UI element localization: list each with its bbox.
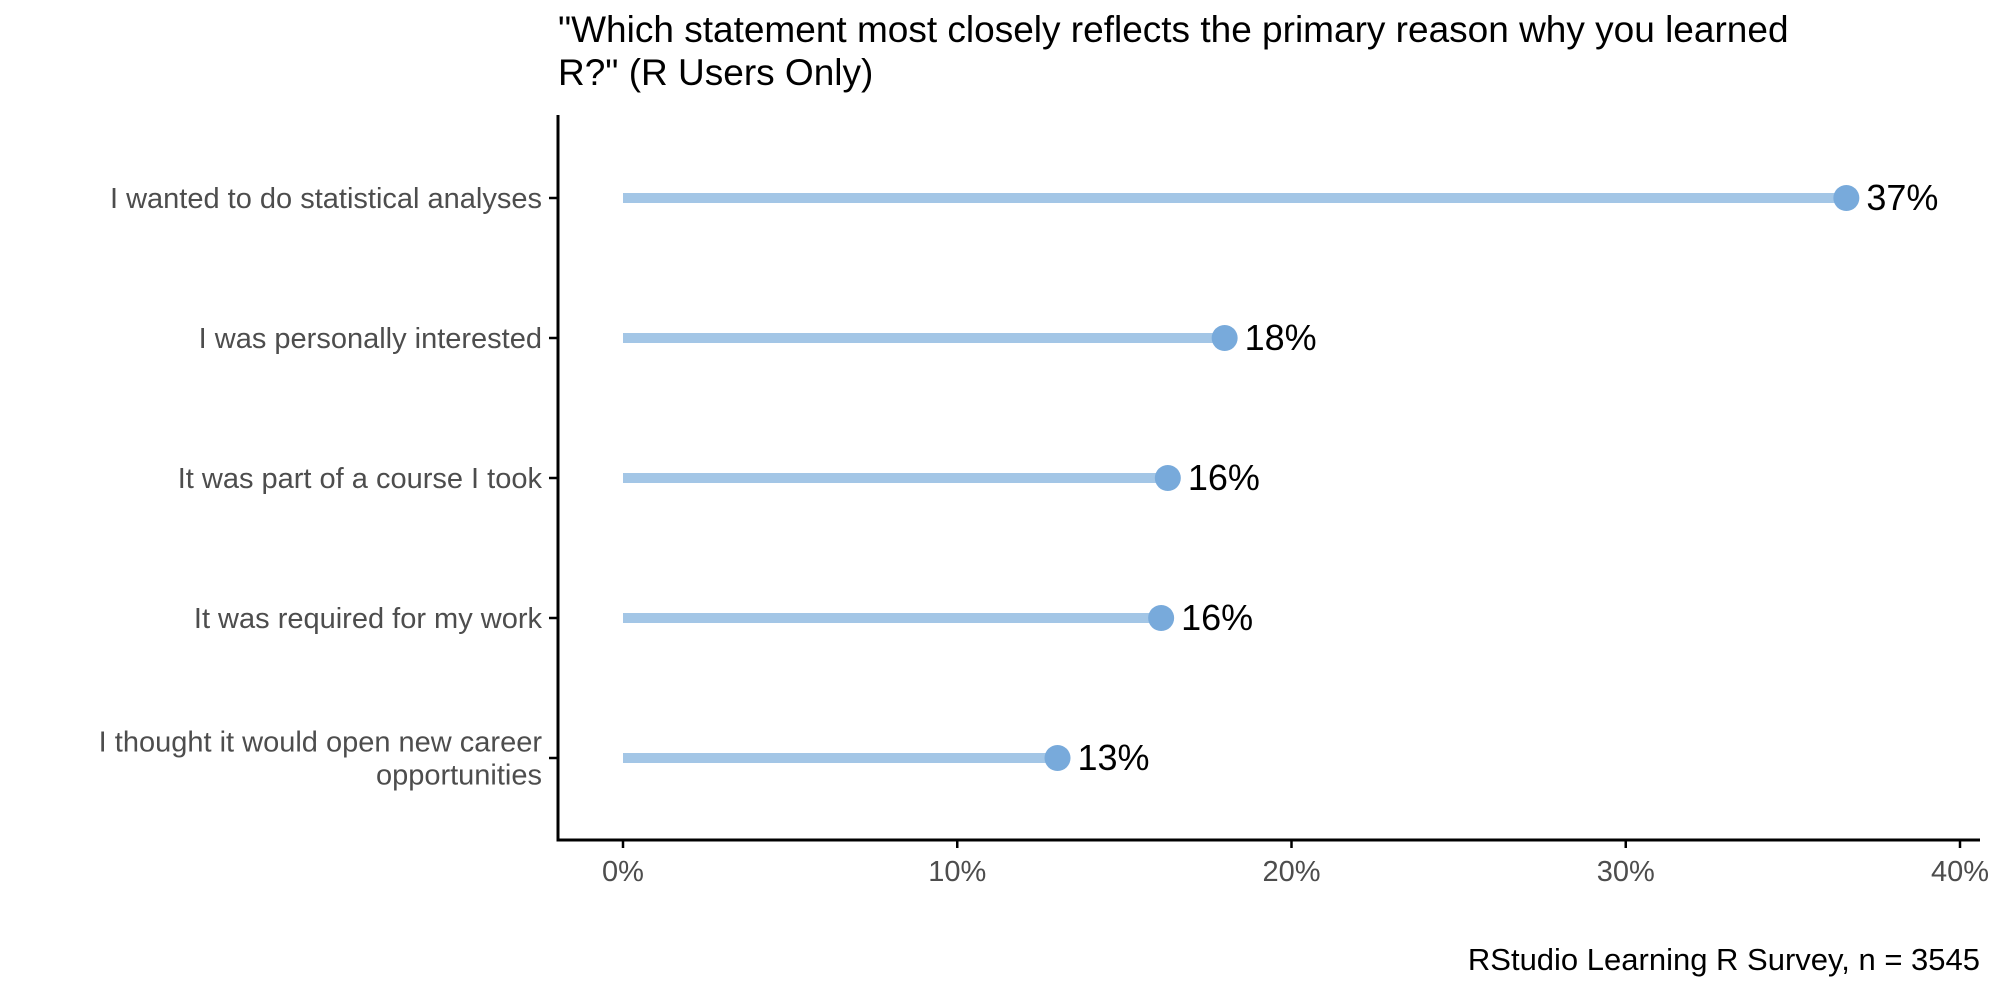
category-label: I wanted to do statistical analyses [110,183,542,215]
category-label: It was required for my work [194,603,543,635]
category-label: I thought it would open new career opport… [99,727,543,792]
lollipop-point [1148,605,1175,631]
chart-caption: RStudio Learning R Survey, n = 3545 [1467,942,1980,977]
category-label: I was personally interested [199,323,542,355]
x-tick-label: 20% [1262,856,1320,888]
value-label: 37% [1866,177,1938,218]
value-label: 16% [1181,597,1253,638]
x-tick-label: 10% [928,856,986,888]
x-tick-label: 30% [1597,856,1655,888]
value-label: 16% [1188,457,1260,498]
value-label: 13% [1078,737,1150,778]
lollipop-point [1833,185,1860,211]
x-tick-label: 0% [602,856,644,888]
chart-title: "Which statement most closely reflects t… [558,9,1789,93]
value-label: 18% [1245,317,1317,358]
category-label: It was part of a course I took [178,463,543,495]
lollipop-point [1211,325,1238,351]
lollipop-point [1044,745,1071,771]
x-tick-label: 40% [1931,856,1989,888]
lollipop-point [1154,465,1181,491]
